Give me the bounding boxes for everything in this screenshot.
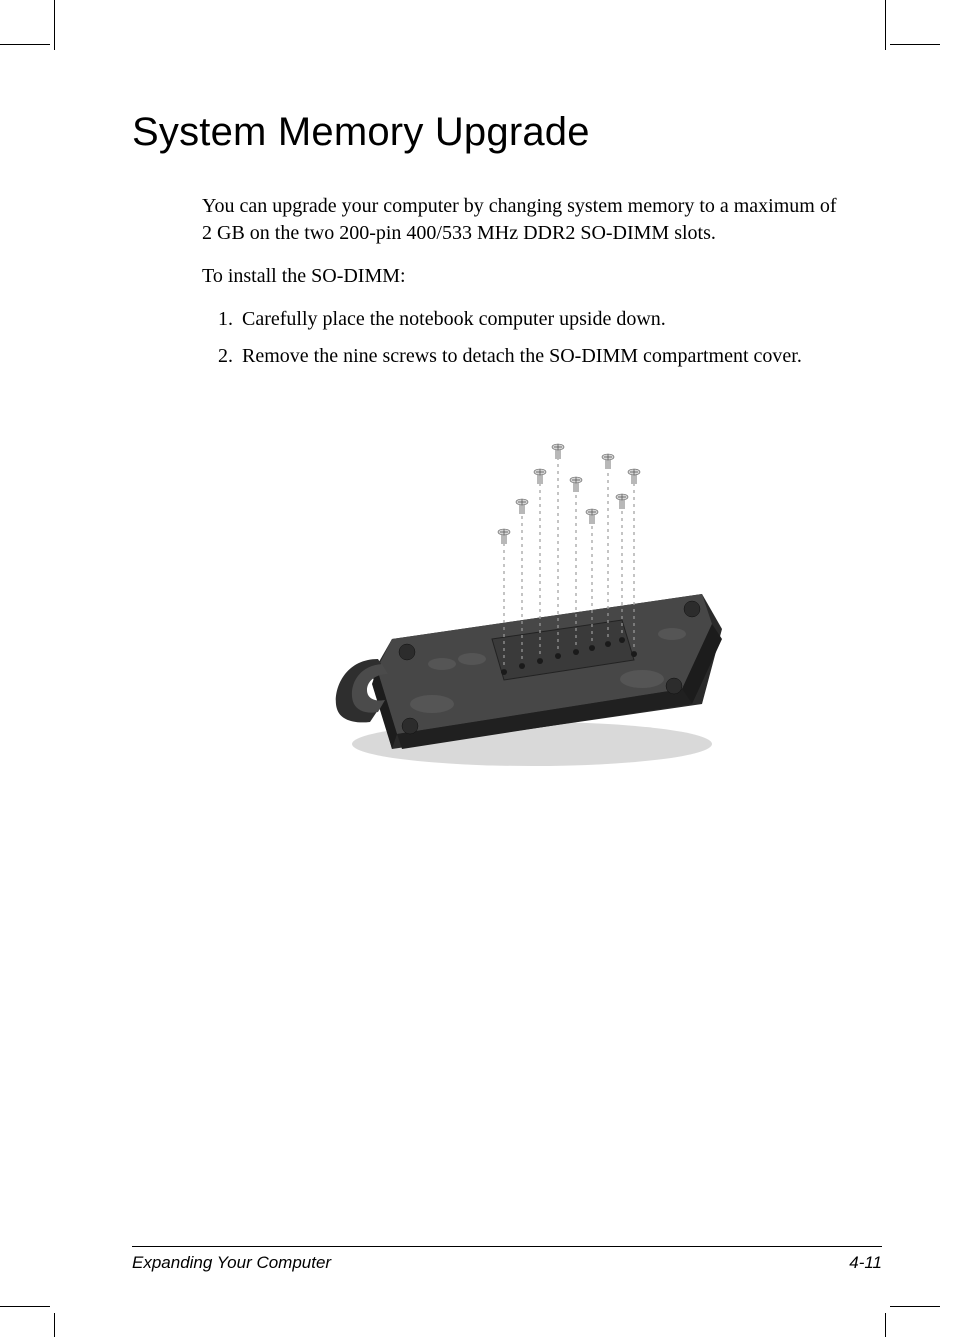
steps-list: Carefully place the notebook computer up… xyxy=(202,306,842,370)
crop-mark xyxy=(885,1313,886,1337)
page-title: System Memory Upgrade xyxy=(132,110,852,155)
footer-left: Expanding Your Computer xyxy=(132,1253,331,1273)
intro-paragraph: You can upgrade your computer by changin… xyxy=(202,193,842,247)
screw-icon xyxy=(628,469,640,484)
step-item: Carefully place the notebook computer up… xyxy=(238,306,842,333)
screw-icon xyxy=(552,444,564,459)
crop-mark xyxy=(890,44,940,45)
screw-icon xyxy=(516,499,528,514)
step-item: Remove the nine screws to detach the SO-… xyxy=(238,343,842,370)
screw-icon xyxy=(602,454,614,469)
crop-mark xyxy=(890,1306,940,1307)
page-footer: Expanding Your Computer 4-11 xyxy=(132,1246,882,1273)
crop-mark xyxy=(54,0,55,50)
page: System Memory Upgrade You can upgrade yo… xyxy=(0,0,976,1337)
screw-icon xyxy=(586,509,598,524)
crop-mark xyxy=(54,1313,55,1337)
lead-paragraph: To install the SO-DIMM: xyxy=(202,263,842,290)
figure xyxy=(202,404,842,804)
body-block: You can upgrade your computer by changin… xyxy=(202,193,842,370)
screw-icon xyxy=(616,494,628,509)
screw-icon xyxy=(570,477,582,492)
laptop-illustration xyxy=(282,404,762,804)
screw-icon xyxy=(498,529,510,544)
screw-icon xyxy=(534,469,546,484)
content-area: System Memory Upgrade You can upgrade yo… xyxy=(132,110,852,804)
crop-mark xyxy=(885,0,886,50)
footer-rule xyxy=(132,1246,882,1247)
crop-mark xyxy=(0,44,50,45)
footer-page-number: 4-11 xyxy=(849,1253,882,1273)
crop-mark xyxy=(0,1306,50,1307)
